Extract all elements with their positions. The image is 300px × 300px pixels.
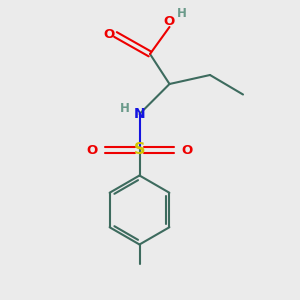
Text: O: O [164, 15, 175, 28]
Text: O: O [181, 143, 193, 157]
Text: S: S [134, 142, 145, 158]
Text: H: H [120, 102, 129, 115]
Text: H: H [177, 7, 187, 20]
Text: O: O [103, 28, 115, 41]
Text: O: O [86, 143, 98, 157]
Text: N: N [134, 107, 145, 121]
